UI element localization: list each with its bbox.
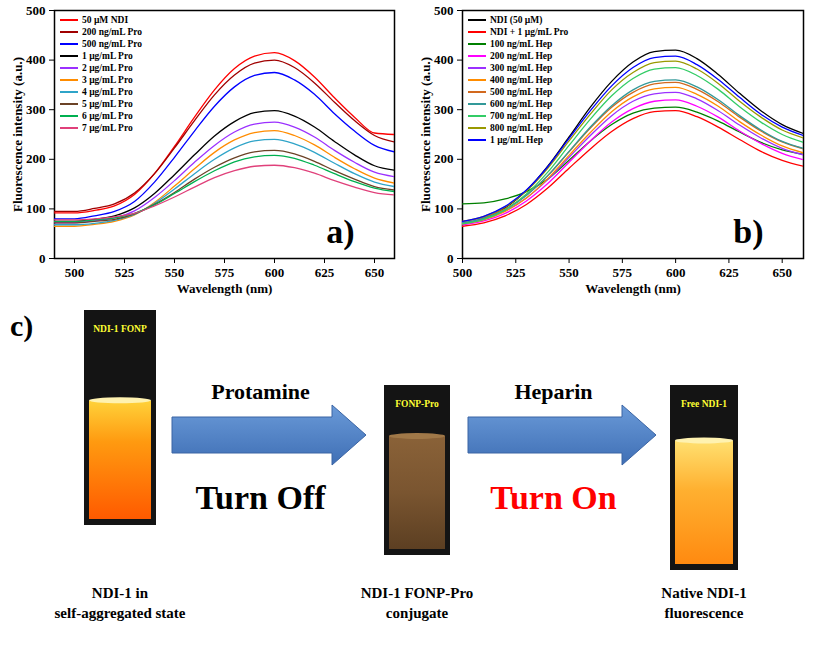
- svg-text:NDI-1 in: NDI-1 in: [92, 585, 149, 601]
- html-text:4 µg/mL Pro: 4 µg/mL Pro: [82, 87, 133, 97]
- html-text:800 ng/mL Hep: 800 ng/mL Hep: [490, 123, 553, 133]
- svg-text:fluorescence: fluorescence: [665, 605, 744, 621]
- svg-text:400: 400: [26, 52, 46, 67]
- svg-text:625: 625: [719, 265, 739, 280]
- svg-text:NDI-1 FONP-Pro: NDI-1 FONP-Pro: [361, 585, 474, 601]
- html-text:1 µg/mL Pro: 1 µg/mL Pro: [82, 51, 133, 61]
- html-text:5 µg/mL Pro: 5 µg/mL Pro: [82, 99, 133, 109]
- svg-text:c): c): [10, 309, 33, 343]
- svg-text:500: 500: [26, 3, 46, 18]
- svg-text:100: 100: [26, 201, 46, 216]
- svg-text:FONP-Pro: FONP-Pro: [395, 399, 439, 409]
- html-text:50 µM NDI: 50 µM NDI: [82, 15, 129, 25]
- svg-text:Protamine: Protamine: [211, 379, 310, 404]
- html-text:500 ng/mL Pro: 500 ng/mL Pro: [82, 39, 142, 49]
- svg-text:550: 550: [559, 265, 579, 280]
- svg-text:500: 500: [434, 3, 454, 18]
- svg-text:200: 200: [26, 151, 46, 166]
- svg-text:500: 500: [65, 265, 85, 280]
- svg-text:NDI-1 FONP: NDI-1 FONP: [93, 324, 147, 334]
- html-text:2 µg/mL Pro: 2 µg/mL Pro: [82, 63, 133, 73]
- svg-text:300: 300: [26, 102, 46, 117]
- svg-text:Turn Off: Turn Off: [195, 479, 326, 516]
- svg-text:Native NDI-1: Native NDI-1: [661, 585, 746, 601]
- svg-text:400: 400: [434, 52, 454, 67]
- svg-text:575: 575: [613, 265, 633, 280]
- svg-text:Wavelength (nm): Wavelength (nm): [177, 281, 273, 296]
- svg-text:200: 200: [434, 151, 454, 166]
- svg-text:Heparin: Heparin: [514, 379, 592, 404]
- svg-text:a): a): [326, 213, 354, 251]
- svg-text:0: 0: [39, 251, 46, 266]
- html-text:200 ng/mL Pro: 200 ng/mL Pro: [82, 27, 142, 37]
- svg-text:500: 500: [453, 265, 473, 280]
- html-text:300 ng/mL Hep: 300 ng/mL Hep: [490, 63, 553, 73]
- svg-text:conjugate: conjugate: [386, 605, 449, 621]
- svg-text:self-aggregated state: self-aggregated state: [55, 605, 186, 621]
- svg-text:0: 0: [447, 251, 454, 266]
- html-text:NDI (50 µM): NDI (50 µM): [490, 15, 543, 25]
- svg-text:600: 600: [265, 265, 285, 280]
- svg-text:650: 650: [365, 265, 385, 280]
- svg-text:625: 625: [315, 265, 335, 280]
- html-text:NDI + 1 µg/mL Pro: NDI + 1 µg/mL Pro: [490, 27, 569, 37]
- html-text:500 ng/mL Hep: 500 ng/mL Hep: [490, 87, 553, 97]
- svg-text:Turn On: Turn On: [490, 479, 616, 516]
- html-text:1 µg/mL Hep: 1 µg/mL Hep: [490, 135, 543, 145]
- svg-text:525: 525: [506, 265, 526, 280]
- html-text:200 ng/mL Hep: 200 ng/mL Hep: [490, 51, 553, 61]
- svg-text:600: 600: [666, 265, 686, 280]
- svg-text:650: 650: [772, 265, 792, 280]
- html-text:7 µg/mL Pro: 7 µg/mL Pro: [82, 123, 133, 133]
- html-text:400 ng/mL Hep: 400 ng/mL Hep: [490, 75, 553, 85]
- svg-text:575: 575: [215, 265, 235, 280]
- html-text:3 µg/mL Pro: 3 µg/mL Pro: [82, 75, 133, 85]
- html-text:600 ng/mL Hep: 600 ng/mL Hep: [490, 99, 553, 109]
- svg-text:Wavelength (nm): Wavelength (nm): [585, 281, 681, 296]
- html-text:6 µg/mL Pro: 6 µg/mL Pro: [82, 111, 133, 121]
- svg-text:Fluorescence intensity (a.u.): Fluorescence intensity (a.u.): [418, 57, 433, 212]
- html-text:100 ng/mL Hep: 100 ng/mL Hep: [490, 39, 553, 49]
- svg-text:300: 300: [434, 102, 454, 117]
- svg-text:100: 100: [434, 201, 454, 216]
- html-text:700 ng/mL Hep: 700 ng/mL Hep: [490, 111, 553, 121]
- svg-text:525: 525: [115, 265, 135, 280]
- svg-text:b): b): [733, 213, 763, 251]
- svg-text:Fluorescence intensity (a.u.): Fluorescence intensity (a.u.): [10, 57, 25, 212]
- svg-text:Free NDI-1: Free NDI-1: [681, 399, 727, 409]
- svg-text:550: 550: [165, 265, 185, 280]
